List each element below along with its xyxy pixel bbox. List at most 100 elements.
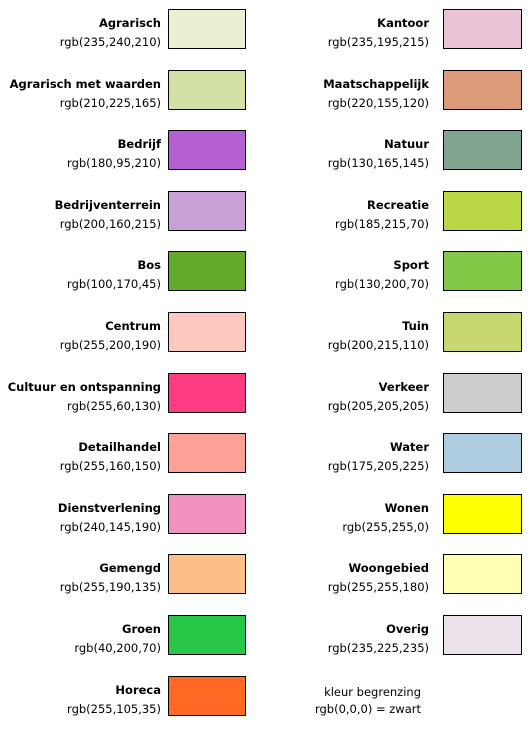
legend-item-name: Kantoor [377, 16, 429, 30]
legend-row: Bedrijf rgb(180,95,210) [0, 129, 255, 190]
color-swatch [168, 433, 246, 474]
legend-item-name: Wonen [384, 500, 429, 515]
legend-text: Overig rgb(235,225,235) [328, 620, 429, 658]
boundary-note-value: rgb(0,0,0) = zwart [314, 702, 421, 716]
legend-text: Centrum rgb(255,200,190) [60, 317, 161, 355]
color-swatch [168, 311, 246, 352]
legend-row: Cultuur en ontspanning rgb(255,60,130) [0, 372, 255, 433]
color-swatch [443, 372, 522, 413]
color-swatch [168, 675, 246, 716]
legend-item-name: Water [389, 440, 429, 455]
legend-column-left: Agrarisch rgb(235,240,210) Agrarisch met w… [0, 8, 255, 735]
legend-text: Verkeer rgb(205,205,205) [328, 378, 429, 416]
color-swatch [443, 190, 522, 231]
legend-item-rgb: rgb(130,165,145) [327, 156, 429, 171]
legend-column-right: Kantoor rgb(235,195,215) Maatschappelijk rg… [266, 8, 522, 675]
legend-item-rgb: rgb(235,225,235) [327, 640, 429, 655]
legend-row: Groen rgb(40,200,70) [0, 614, 255, 675]
legend-item-name: Bedrijventerrein [54, 197, 161, 212]
legend-text: Woongebied rgb(255,255,180) [328, 559, 429, 597]
legend-text: Kantoor rgb(235,195,215) [328, 14, 429, 52]
legend-item-name: Dienstverlening [57, 500, 161, 515]
legend-item-name: Horeca [115, 682, 161, 697]
legend-item-name: Groen [122, 621, 161, 636]
legend-item-name: Bedrijf [117, 137, 161, 152]
color-swatch [168, 372, 246, 413]
legend-item-rgb: rgb(255,60,130) [67, 398, 161, 413]
legend-item-name: Centrum [105, 318, 161, 333]
legend-text: Detailhandel rgb(255,160,150) [60, 438, 161, 476]
legend-item-name: Bos [137, 258, 161, 273]
color-swatch [443, 130, 522, 171]
legend-row: Sport rgb(130,200,70) [266, 250, 522, 311]
legend-row: Wonen rgb(255,255,0) [266, 493, 522, 554]
legend-row: Woongebied rgb(255,255,180) [266, 553, 522, 614]
legend-text: Tuin rgb(200,215,110) [328, 317, 429, 355]
legend-text: Sport rgb(130,200,70) [335, 256, 429, 294]
legend-text: Wonen rgb(255,255,0) [342, 499, 429, 537]
legend-item-rgb: rgb(235,195,215) [327, 35, 429, 49]
legend-item-rgb: rgb(130,200,70) [335, 277, 429, 292]
legend-item-rgb: rgb(240,145,190) [59, 519, 161, 534]
color-swatch [443, 69, 522, 110]
legend-item-rgb: rgb(255,200,190) [59, 337, 161, 352]
legend-row: Verkeer rgb(205,205,205) [266, 372, 522, 433]
color-swatch [168, 554, 246, 595]
legend-row: Bedrijventerrein rgb(200,160,215) [0, 190, 255, 251]
legend-item-rgb: rgb(100,170,45) [67, 277, 161, 292]
legend-item-name: Verkeer [378, 379, 429, 394]
legend-item-rgb: rgb(255,255,180) [327, 580, 429, 595]
legend-row: Water rgb(175,205,225) [266, 432, 522, 493]
color-swatch [168, 251, 246, 292]
color-swatch [443, 311, 522, 352]
legend-text: Cultuur en ontspanning rgb(255,60,130) [8, 378, 161, 416]
color-swatch [168, 130, 246, 171]
legend-item-rgb: rgb(40,200,70) [74, 640, 161, 655]
boundary-note-label: kleur begrenzing [324, 685, 421, 699]
legend-row: Bos rgb(100,170,45) [0, 250, 255, 311]
legend-text: Maatschappelijk rgb(220,155,120) [323, 75, 429, 113]
legend-text: Natuur rgb(130,165,145) [328, 135, 429, 173]
legend-item-name: Maatschappelijk [323, 76, 429, 91]
color-swatch [443, 9, 522, 49]
legend-text: Bedrijventerrein rgb(200,160,215) [55, 196, 161, 234]
legend-text: Water rgb(175,205,225) [328, 438, 429, 476]
color-swatch [168, 614, 246, 655]
legend-row: Dienstverlening rgb(240,145,190) [0, 493, 255, 554]
legend-row: Gemengd rgb(255,190,135) [0, 553, 255, 614]
legend-item-name: Sport [393, 258, 429, 273]
color-swatch [168, 493, 246, 534]
legend-row: Tuin rgb(200,215,110) [266, 311, 522, 372]
legend-item-rgb: rgb(255,105,35) [67, 701, 161, 716]
legend-item-rgb: rgb(200,215,110) [327, 337, 429, 352]
legend-row: Horeca rgb(255,105,35) [0, 675, 255, 735]
legend-text: Horeca rgb(255,105,35) [67, 681, 161, 719]
legend-text: Recreatie rgb(185,215,70) [335, 196, 429, 234]
color-swatch [168, 69, 246, 110]
legend-item-name: Detailhandel [78, 440, 161, 455]
legend-item-name: Tuin [402, 318, 429, 333]
legend-item-name: Recreatie [367, 197, 429, 212]
color-swatch [443, 251, 522, 292]
legend-text: Bos rgb(100,170,45) [67, 256, 161, 294]
legend-item-name: Natuur [384, 137, 429, 152]
color-swatch [168, 9, 246, 49]
legend-item-name: Agrarisch met waarden [9, 76, 161, 91]
legend-row: Overig rgb(235,225,235) [266, 614, 522, 675]
legend-row: Maatschappelijk rgb(220,155,120) [266, 69, 522, 130]
legend-text: Gemengd rgb(255,190,135) [60, 559, 161, 597]
boundary-color-note: kleur begrenzing rgb(0,0,0) = zwart [266, 684, 421, 718]
legend-row: Kantoor rgb(235,195,215) [266, 8, 522, 69]
legend-item-rgb: rgb(185,215,70) [335, 216, 429, 231]
color-swatch [443, 433, 522, 474]
legend-text: Dienstverlening rgb(240,145,190) [58, 499, 161, 537]
color-swatch [168, 190, 246, 231]
legend-text: Bedrijf rgb(180,95,210) [67, 135, 161, 173]
legend-row: Detailhandel rgb(255,160,150) [0, 432, 255, 493]
legend-item-rgb: rgb(210,225,165) [59, 95, 161, 110]
legend-item-rgb: rgb(255,190,135) [59, 580, 161, 595]
legend-item-name: Overig [386, 621, 429, 636]
legend-row: Agrarisch met waarden rgb(210,225,165) [0, 69, 255, 130]
color-swatch [443, 554, 522, 595]
legend-item-rgb: rgb(255,160,150) [59, 459, 161, 474]
